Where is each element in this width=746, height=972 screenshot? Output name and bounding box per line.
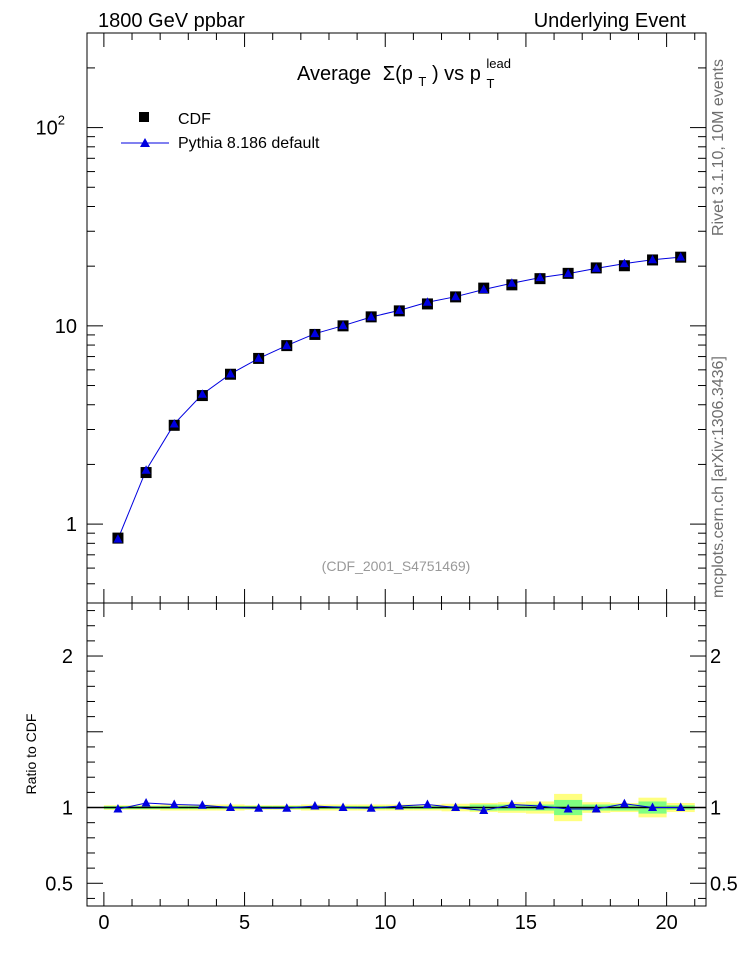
ratio-y-label: Ratio to CDF	[23, 714, 39, 795]
x-tick-label: 20	[655, 912, 677, 934]
ratio-axis-ticks: 0.5 0.5 1 1 2 2	[45, 610, 738, 899]
plot-title-mid: ) vs p	[432, 63, 481, 85]
ratio-y-tick-label-left: 1	[62, 798, 73, 820]
pythia-point	[591, 263, 601, 272]
legend-marker-cdf	[139, 112, 149, 122]
pythia-point	[563, 268, 573, 278]
header-right: Underlying Event	[534, 10, 687, 32]
ratio-point	[591, 804, 601, 813]
pythia-point	[676, 252, 686, 261]
ratio-point	[282, 803, 292, 812]
plot-title-main: Average	[297, 63, 371, 85]
plot-title-sub-t: T	[418, 74, 426, 89]
pythia-series-markers	[113, 252, 686, 543]
legend-marker-pythia	[140, 138, 150, 147]
ratio-point	[451, 802, 461, 812]
ratio-point	[563, 804, 573, 813]
pythia-point	[451, 291, 461, 301]
pythia-point	[282, 340, 292, 350]
legend-label-pythia: Pythia 8.186 default	[178, 135, 320, 152]
ratio-point	[197, 800, 207, 809]
pythia-point	[310, 328, 320, 338]
ratio-point	[113, 804, 123, 813]
y-tick-label: 10	[55, 316, 77, 338]
plot-title: Average Σ(p T ) vs p lead T	[297, 51, 517, 91]
ratio-point	[254, 803, 264, 812]
ratio-point	[535, 801, 545, 810]
ratio-point	[394, 801, 404, 810]
legend-label-cdf: CDF	[178, 111, 211, 128]
analysis-annotation: (CDF_2001_S4751469)	[322, 558, 471, 574]
x-tick-label: 0	[98, 912, 109, 934]
ratio-point	[422, 799, 432, 808]
pythia-point	[254, 353, 264, 362]
pythia-point	[535, 272, 545, 282]
pythia-point	[197, 389, 207, 398]
ratio-y-tick-label-left: 0.5	[45, 873, 73, 895]
plot-title-sub-t2: T	[487, 76, 495, 91]
ratio-point	[366, 803, 376, 812]
ratio-y-tick-label-right: 2	[710, 646, 721, 668]
side-label-mcplots: mcplots.cern.ch [arXiv:1306.3436]	[710, 356, 727, 598]
ratio-point	[225, 802, 235, 812]
pythia-point	[141, 465, 151, 474]
pythia-point	[479, 284, 489, 294]
ratio-plot-frame	[86, 602, 707, 907]
side-label-rivet: Rivet 3.1.10, 10M events	[710, 59, 727, 236]
pythia-point	[619, 258, 629, 268]
pythia-point	[648, 254, 658, 264]
ratio-point	[141, 797, 151, 807]
main-axis-ticks: 1 10 102	[36, 32, 706, 604]
ratio-point	[619, 798, 629, 808]
y-tick-label: 102	[36, 113, 65, 140]
ratio-y-tick-label-left: 2	[62, 646, 73, 668]
ratio-y-tick-label-right: 0.5	[710, 873, 738, 895]
ratio-point	[169, 799, 179, 808]
pythia-point	[394, 305, 404, 314]
x-tick-label: 5	[239, 912, 250, 934]
ratio-point	[479, 805, 489, 815]
y-tick-label: 1	[66, 514, 77, 536]
pythia-point	[225, 368, 235, 378]
pythia-point	[507, 278, 517, 287]
plot-title-sup: lead	[486, 56, 511, 71]
x-axis-ticks: 0 5 10 15 20	[98, 33, 696, 934]
header-left: 1800 GeV ppbar	[98, 10, 245, 32]
ratio-point	[310, 801, 320, 810]
pythia-point	[366, 312, 376, 321]
pythia-point	[422, 297, 432, 306]
ratio-y-tick-label-right: 1	[710, 798, 721, 820]
pythia-point	[169, 418, 179, 428]
pythia-point	[113, 534, 123, 543]
plot-title-sigma: Σ(p	[383, 63, 413, 85]
x-tick-label: 10	[374, 912, 396, 934]
ratio-series-line	[113, 797, 686, 815]
ratio-point	[338, 802, 348, 812]
pythia-point	[338, 320, 348, 330]
legend: CDF Pythia 8.186 default	[121, 111, 320, 152]
ratio-point	[507, 799, 517, 808]
ratio-point	[648, 802, 658, 812]
y-tick-label-exponent: 2	[58, 113, 65, 128]
ratio-point	[676, 802, 686, 812]
x-tick-label: 15	[515, 912, 537, 934]
